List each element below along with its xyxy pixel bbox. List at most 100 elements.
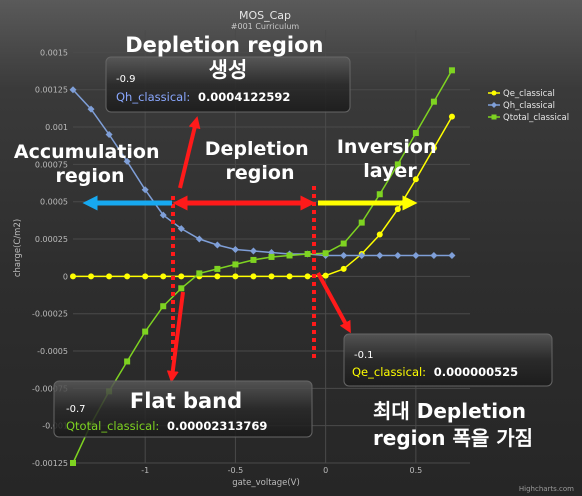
x-tick-label: -1 [141,466,149,475]
annotation-depletion-formation: Depletion region 생성 [125,33,331,82]
series-layer [69,67,456,466]
legend-item-Qe_classical[interactable]: Qe_classical [488,89,555,99]
data-point[interactable] [448,113,455,120]
annotation-accumulation: Accumulation region [14,141,166,187]
tooltip-qtotal-value: 0.00002313769 [167,419,267,433]
tooltip-qh: -0.9 Qh_classical: 0.0004122592 [105,56,351,113]
data-point[interactable] [268,253,275,260]
tooltip-qtotal-x: -0.7 [66,404,86,415]
data-point[interactable] [70,460,76,466]
data-point[interactable] [430,251,438,259]
data-point[interactable] [160,303,167,310]
y-tick-label: 0.0005 [40,198,68,207]
data-point[interactable] [448,67,455,74]
x-axis-ticks: -1 -0.5 0 0.5 [141,466,422,475]
data-point[interactable] [177,225,185,233]
tooltip-qh-text: Qh_classical: 0.0004122592 [116,90,290,104]
tooltip-qe-box [343,333,553,387]
tooltip-qtotal-series: Qtotal_classical: [66,419,159,433]
data-point[interactable] [214,265,221,272]
y-tick-label: 0.001 [45,123,68,132]
legend-marker [491,90,497,96]
tooltip-qe-x: -0.1 [354,350,374,361]
tooltip-qe-value: 0.000000525 [434,365,518,379]
data-point[interactable] [70,273,76,280]
x-axis-label: gate_voltage(V) [232,478,300,488]
data-point[interactable] [178,285,185,292]
data-point[interactable] [142,328,149,335]
data-point[interactable] [87,105,95,113]
data-point[interactable] [358,219,365,226]
data-point[interactable] [412,176,419,183]
data-point[interactable] [250,256,257,263]
series-Qe_classical [70,113,455,280]
data-point[interactable] [232,261,239,268]
data-point[interactable] [412,251,420,259]
annotation-depletion: Depletion region [205,138,315,184]
data-point[interactable] [250,273,257,280]
data-point[interactable] [394,251,402,259]
data-point[interactable] [160,273,167,280]
legend-item-Qtotal_classical[interactable]: Qtotal_classical [488,113,569,123]
data-point[interactable] [124,358,131,365]
data-point[interactable] [394,206,401,213]
data-point[interactable] [106,273,113,280]
data-point[interactable] [213,241,221,249]
y-axis-label: charge(C/m2) [13,219,23,277]
annotation-arrows [82,116,418,383]
data-point[interactable] [376,251,384,259]
y-tick-label: 0.00125 [35,86,68,95]
data-point[interactable] [159,211,167,219]
data-point[interactable] [412,130,419,137]
data-point[interactable] [304,250,311,257]
data-point[interactable] [268,273,275,280]
series-line-Qe_classical [73,116,453,278]
data-point[interactable] [249,247,257,255]
data-point[interactable] [286,273,293,280]
legend[interactable]: Qe_classical Qh_classical Qtotal_classical [488,89,569,123]
data-point[interactable] [430,144,437,151]
tooltip-qtotal: -0.7 Qtotal_classical: 0.00002313769 [53,380,313,438]
legend-marker [491,114,497,120]
data-point[interactable] [88,273,95,280]
tooltip-qh-box [105,56,351,113]
data-point[interactable] [214,273,221,280]
data-point[interactable] [448,251,456,259]
depletion-formation-arrow [178,116,201,189]
data-point[interactable] [376,191,383,198]
data-point[interactable] [304,273,311,280]
data-point[interactable] [322,250,329,257]
legend-item-Qh_classical[interactable]: Qh_classical [488,101,555,111]
data-point[interactable] [142,273,149,280]
x-tick-label: 0 [323,466,328,475]
data-point[interactable] [430,98,437,105]
chart-title: MOS_Cap [239,9,291,22]
y-tick-label: 0.0015 [40,48,68,57]
data-point[interactable] [340,251,348,259]
data-point[interactable] [394,161,401,168]
data-point[interactable] [123,157,131,165]
data-point[interactable] [376,231,383,238]
data-point[interactable] [69,86,77,94]
credits[interactable]: Highcharts.com [519,485,574,493]
data-point[interactable] [105,131,113,139]
data-point[interactable] [141,186,149,194]
data-point[interactable] [340,265,347,272]
data-point[interactable] [231,245,239,253]
series-line-Qtotal_classical [72,69,453,464]
data-point[interactable] [124,273,131,280]
data-point[interactable] [286,252,293,259]
x-tick-label: -0.5 [228,466,244,475]
tooltip-qtotal-text: Qtotal_classical: 0.00002313769 [66,419,267,433]
series-line-Qh_classical [72,89,452,257]
data-point[interactable] [232,273,239,280]
annotation-max-depletion: 최대 Depletion region 폭을 가짐 [373,399,533,450]
data-point[interactable] [358,251,366,259]
data-point[interactable] [195,235,203,243]
data-point[interactable] [322,272,329,279]
legend-label: Qtotal_classical [503,113,569,123]
data-point[interactable] [340,240,347,247]
data-point[interactable] [178,273,185,280]
data-point[interactable] [196,270,203,277]
